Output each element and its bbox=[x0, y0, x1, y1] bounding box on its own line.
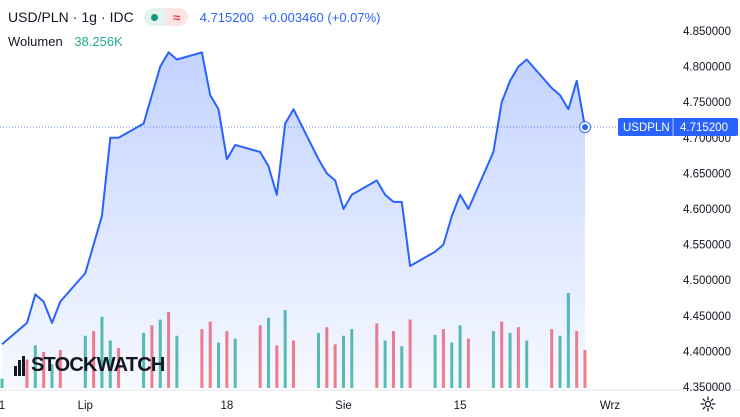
y-tick-label: 4.800000 bbox=[683, 62, 731, 74]
y-tick-label: 4.550000 bbox=[683, 240, 731, 252]
price-label-symbol: USDPLN bbox=[623, 122, 670, 134]
x-tick-label: Lip bbox=[78, 400, 93, 412]
separator-dot: · bbox=[72, 9, 78, 25]
x-tick-label: Wrz bbox=[600, 400, 620, 412]
y-tick-label: 4.450000 bbox=[683, 311, 731, 323]
last-point-dot bbox=[582, 124, 589, 131]
stockwatch-logo: STOCKWATCH bbox=[14, 354, 165, 377]
y-tick-label: 4.650000 bbox=[683, 168, 731, 180]
x-tick-label: 18 bbox=[220, 400, 233, 412]
gear-icon[interactable] bbox=[700, 396, 716, 412]
price-label-box bbox=[618, 117, 738, 136]
separator-dot: · bbox=[100, 9, 106, 25]
status-badge[interactable]: ≈ bbox=[143, 8, 188, 26]
x-tick-label: Sie bbox=[335, 400, 352, 412]
chart-header: USD/PLN · 1g · IDC ≈ 4.715200 +0.003460 … bbox=[8, 7, 381, 27]
y-tick-label: 4.750000 bbox=[683, 97, 731, 109]
volume-legend[interactable]: Wolumen 38.256K bbox=[8, 34, 123, 49]
logo-bars-icon bbox=[14, 355, 28, 376]
symbol-name[interactable]: USD/PLN bbox=[8, 9, 69, 25]
price-area bbox=[2, 52, 585, 389]
price-line[interactable] bbox=[1, 51, 586, 346]
y-tick-label: 4.850000 bbox=[683, 26, 731, 38]
price-change: +0.003460 (+0.07%) bbox=[261, 9, 381, 25]
y-tick-label: 4.500000 bbox=[683, 275, 731, 287]
volume-bar bbox=[583, 350, 587, 388]
volume-value: 38.256K bbox=[74, 34, 123, 49]
x-tick-label: 1 bbox=[0, 400, 5, 412]
logo-text: STOCKWATCH bbox=[31, 354, 165, 376]
y-tick-label: 4.600000 bbox=[683, 204, 731, 216]
realtime-wave-icon: ≈ bbox=[165, 8, 188, 26]
x-tick-label: 15 bbox=[454, 400, 467, 412]
market-open-dot-icon bbox=[143, 8, 166, 26]
interval-label[interactable]: 1g bbox=[81, 9, 97, 25]
y-tick-label: 4.350000 bbox=[683, 382, 731, 394]
last-price: 4.715200 bbox=[199, 9, 254, 25]
price-label-value: 4.715200 bbox=[680, 122, 728, 134]
exchange-label: IDC bbox=[109, 9, 134, 25]
y-tick-label: 4.400000 bbox=[683, 346, 731, 358]
volume-label: Wolumen bbox=[8, 34, 63, 49]
